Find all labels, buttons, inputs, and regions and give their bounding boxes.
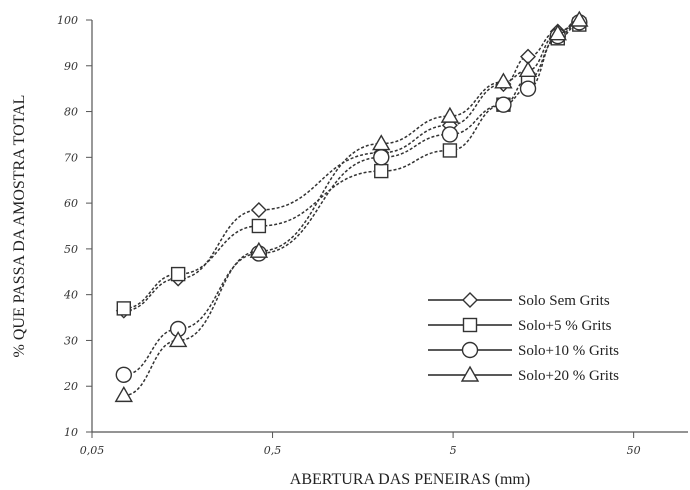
data-point-square [442,143,458,158]
data-point-triangle [440,106,460,123]
legend-label: Solo Sem Grits [518,293,610,309]
y-tick-label: 20 [63,380,78,393]
x-tick-label: 50 [627,444,641,457]
legend-label: Solo+10 % Grits [518,343,619,359]
series-2 [116,17,587,316]
data-point-circle [519,80,537,97]
series-line [123,23,580,310]
data-point-triangle [168,331,188,348]
data-point-square [374,163,389,179]
y-tick-label: 100 [57,14,78,27]
data-point-circle [461,341,479,359]
axes: 10 20 30 40 50 60 70 80 90 100 0,05 0,5 5 50 [57,14,688,457]
data-point-circle [373,149,390,166]
data-point-triangle [570,10,589,27]
data-point-circle [441,126,459,143]
data-point-triangle [249,241,269,258]
data-point-square [116,301,131,316]
legend-label: Solo+20 % Grits [518,368,619,384]
series-line [123,19,580,397]
x-tick-label: 5 [450,444,457,457]
y-tick-label: 40 [63,289,78,302]
data-point-circle [115,366,132,383]
data-point-triangle [114,385,133,403]
data-point-triangle [548,24,567,41]
data-point-square [170,266,186,282]
data-point-diamond [250,201,267,218]
data-point-circle [495,96,512,113]
data-point-triangle [494,72,513,89]
y-tick-label: 80 [64,106,78,119]
x-tick-label: 0,05 [80,444,105,457]
data-point-triangle [518,60,538,78]
y-tick-label: 50 [64,243,78,256]
legend-item: Solo Sem Grits [428,292,610,309]
legend-item: Solo+10 % Grits [428,341,619,359]
legend-item: Solo+5 % Grits [428,317,612,334]
series-layer [114,10,589,403]
series-1 [115,14,588,319]
legend-label: Solo+5 % Grits [518,318,612,334]
y-axis-title: % QUE PASSA DA AMOSTRA TOTAL [11,95,28,358]
data-point-diamond [462,292,478,308]
y-tick-label: 30 [64,334,78,347]
legend-item: Solo+20 % Grits [428,365,619,384]
y-tick-label: 70 [64,151,78,164]
y-tick-label: 90 [64,60,78,73]
y-tick-label: 60 [64,197,78,210]
legend: Solo Sem Grits Solo+5 % Grits Solo+10 % Gr… [428,292,619,384]
series-line [123,21,580,376]
y-tick-label: 10 [64,426,78,439]
series-4 [114,10,589,403]
x-axis-title: ABERTURA DAS PENEIRAS (mm) [290,471,530,488]
series-line [123,21,580,312]
data-point-square [462,317,478,333]
data-point-square [251,218,267,234]
x-tick-label: 0,5 [264,444,282,457]
data-point-triangle [460,365,480,382]
data-point-triangle [372,134,391,151]
